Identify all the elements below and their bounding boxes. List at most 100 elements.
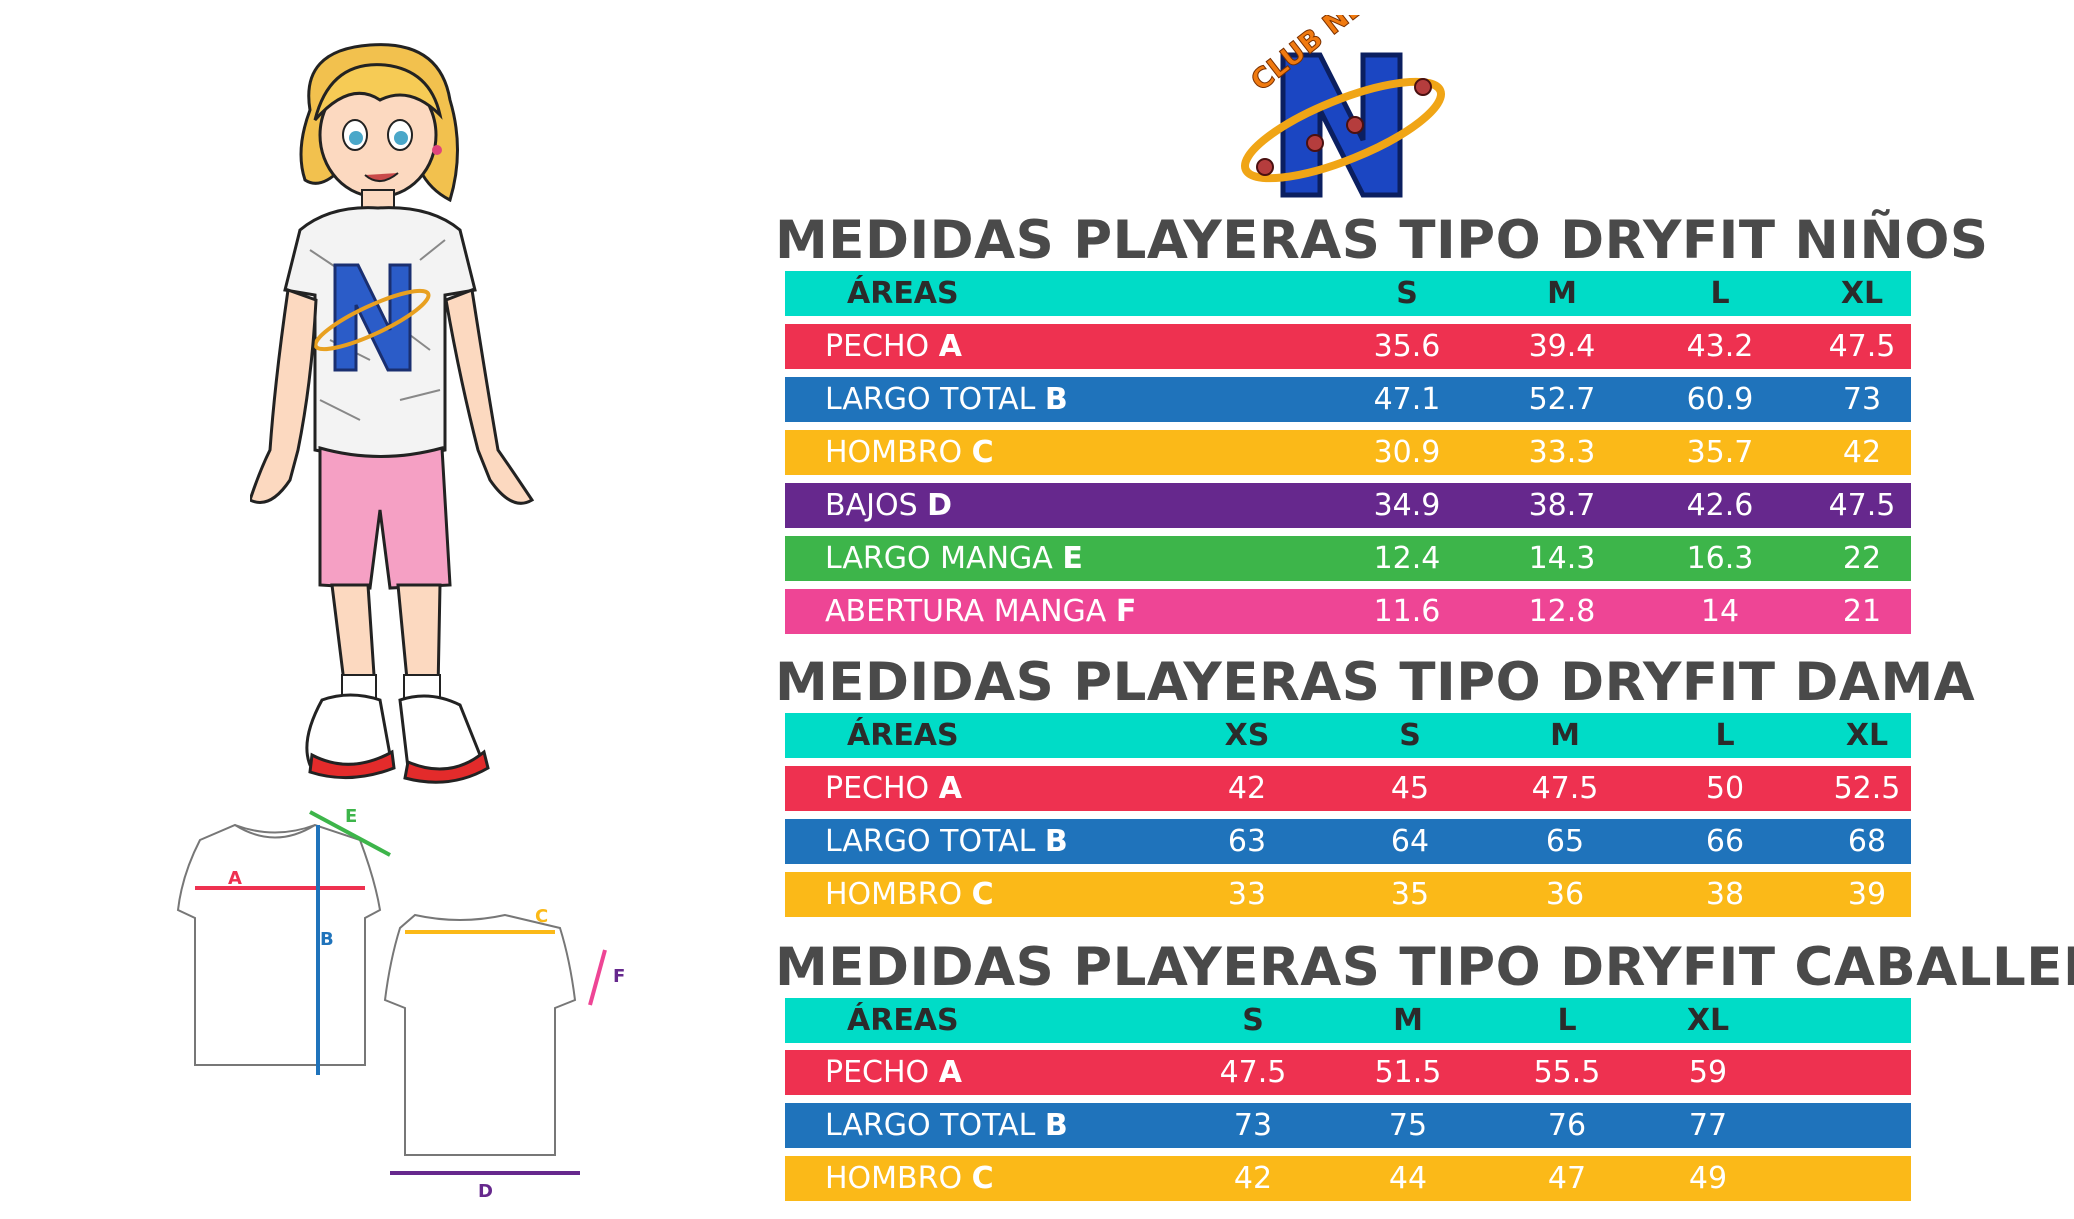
row-value: 66 [1705, 824, 1745, 859]
row-value: 76 [1547, 1108, 1587, 1143]
shirt-back-diagram: C F D [383, 906, 625, 1200]
caballero-size: S [1242, 1003, 1264, 1038]
ninos-row-largo-manga: LARGO MANGA E 12.4 14.3 16.3 22 [785, 536, 1911, 581]
row-value: 12.4 [1373, 541, 1441, 576]
dama-header-label: ÁREAS [847, 718, 959, 753]
row-value: 35.6 [1373, 329, 1441, 364]
dama-size: S [1399, 718, 1421, 753]
caballero-row-hombro: HOMBRO C 42 44 47 49 [785, 1156, 1911, 1201]
row-value: 42 [1227, 771, 1267, 806]
ninos-size: M [1547, 276, 1577, 311]
dama-size: XS [1224, 718, 1270, 753]
row-label: BAJOS D [825, 488, 953, 523]
caballero-title: MEDIDAS PLAYERAS TIPO DRYFIT CABALLERO [775, 937, 2074, 998]
row-value: 47.5 [1219, 1055, 1287, 1090]
dama-header-row: ÁREAS XS S M L XL [785, 713, 1911, 758]
ninos-row-bajos: BAJOS D 34.9 38.7 42.6 47.5 [785, 483, 1911, 528]
dama-row-pecho: PECHO A 42 45 47.5 50 52.5 [785, 766, 1911, 811]
dama-row-hombro: HOMBRO C 33 35 36 38 39 [785, 872, 1911, 917]
row-value: 73 [1842, 382, 1882, 417]
diagram-letter-a: A [228, 868, 242, 889]
ninos-size: XL [1840, 276, 1884, 311]
row-value: 60.9 [1686, 382, 1754, 417]
ninos-row-hombro: HOMBRO C 30.9 33.3 35.7 42 [785, 430, 1911, 475]
row-value: 49 [1688, 1161, 1728, 1196]
row-value: 50 [1705, 771, 1745, 806]
diagram-letter-c: C [535, 906, 548, 927]
ninos-title: MEDIDAS PLAYERAS TIPO DRYFIT NIÑOS [775, 210, 1989, 271]
row-value: 35 [1390, 877, 1430, 912]
dama-size: XL [1845, 718, 1889, 753]
row-label: HOMBRO C [825, 435, 994, 470]
caballero-header-label: ÁREAS [847, 1003, 959, 1038]
row-label: PECHO A [825, 329, 962, 364]
row-value: 47.1 [1373, 382, 1441, 417]
diagram-letter-b: B [320, 929, 334, 950]
row-value: 64 [1390, 824, 1430, 859]
row-value: 43.2 [1686, 329, 1754, 364]
row-label: LARGO TOTAL B [825, 824, 1068, 859]
caballero-header-row: ÁREAS S M L XL [785, 998, 1911, 1043]
row-value: 42.6 [1686, 488, 1754, 523]
ninos-header-row: ÁREAS S M L XL [785, 271, 1911, 316]
row-value: 52.7 [1528, 382, 1596, 417]
caballero-size: M [1393, 1003, 1423, 1038]
row-value: 22 [1842, 541, 1882, 576]
diagram-letter-d: D [478, 1181, 493, 1200]
row-label: ABERTURA MANGA F [825, 594, 1137, 629]
ninos-header-label: ÁREAS [847, 276, 959, 311]
row-value: 51.5 [1374, 1055, 1442, 1090]
row-value: 11.6 [1373, 594, 1441, 629]
shirt-front-diagram: A B E [176, 806, 391, 1075]
row-value: 33.3 [1528, 435, 1596, 470]
dama-row-largo-total: LARGO TOTAL B 63 64 65 66 68 [785, 819, 1911, 864]
row-value: 47.5 [1828, 329, 1896, 364]
dama-size: L [1715, 718, 1735, 753]
row-value: 36 [1545, 877, 1585, 912]
row-label: LARGO TOTAL B [825, 382, 1068, 417]
row-value: 30.9 [1373, 435, 1441, 470]
row-value: 44 [1388, 1161, 1428, 1196]
row-label: LARGO TOTAL B [825, 1108, 1068, 1143]
row-label: PECHO A [825, 1055, 962, 1090]
row-value: 38 [1705, 877, 1745, 912]
row-value: 35.7 [1686, 435, 1754, 470]
row-value: 16.3 [1686, 541, 1754, 576]
caballero-size: XL [1686, 1003, 1730, 1038]
diagram-letter-e: E [345, 806, 357, 827]
dama-title: MEDIDAS PLAYERAS TIPO DRYFIT DAMA [775, 652, 1976, 713]
row-value: 52.5 [1833, 771, 1901, 806]
row-value: 68 [1847, 824, 1887, 859]
row-value: 33 [1227, 877, 1267, 912]
row-value: 59 [1688, 1055, 1728, 1090]
girl-illustration [250, 43, 535, 784]
row-label: HOMBRO C [825, 877, 994, 912]
row-value: 14.3 [1528, 541, 1596, 576]
ninos-size: S [1396, 276, 1418, 311]
row-value: 21 [1842, 594, 1882, 629]
ninos-row-pecho: PECHO A 35.6 39.4 43.2 47.5 [785, 324, 1911, 369]
row-value: 47.5 [1828, 488, 1896, 523]
club-net-logo: CLUB NET [1240, 15, 1446, 198]
row-value: 12.8 [1528, 594, 1596, 629]
caballero-row-pecho: PECHO A 47.5 51.5 55.5 59 [785, 1050, 1911, 1095]
row-value: 47 [1547, 1161, 1587, 1196]
row-value: 34.9 [1373, 488, 1441, 523]
row-value: 63 [1227, 824, 1267, 859]
caballero-size: L [1557, 1003, 1577, 1038]
row-value: 77 [1688, 1108, 1728, 1143]
ninos-row-abertura-manga: ABERTURA MANGA F 11.6 12.8 14 21 [785, 589, 1911, 634]
row-label: PECHO A [825, 771, 962, 806]
row-value: 73 [1233, 1108, 1273, 1143]
row-label: HOMBRO C [825, 1161, 994, 1196]
row-value: 38.7 [1528, 488, 1596, 523]
caballero-row-largo-total: LARGO TOTAL B 73 75 76 77 [785, 1103, 1911, 1148]
ninos-row-largo-total: LARGO TOTAL B 47.1 52.7 60.9 73 [785, 377, 1911, 422]
row-value: 42 [1842, 435, 1882, 470]
row-value: 42 [1233, 1161, 1273, 1196]
row-value: 75 [1388, 1108, 1428, 1143]
row-label: LARGO MANGA E [825, 541, 1083, 576]
row-value: 39.4 [1528, 329, 1596, 364]
row-value: 39 [1847, 877, 1887, 912]
diagram-letter-f: F [613, 966, 625, 987]
